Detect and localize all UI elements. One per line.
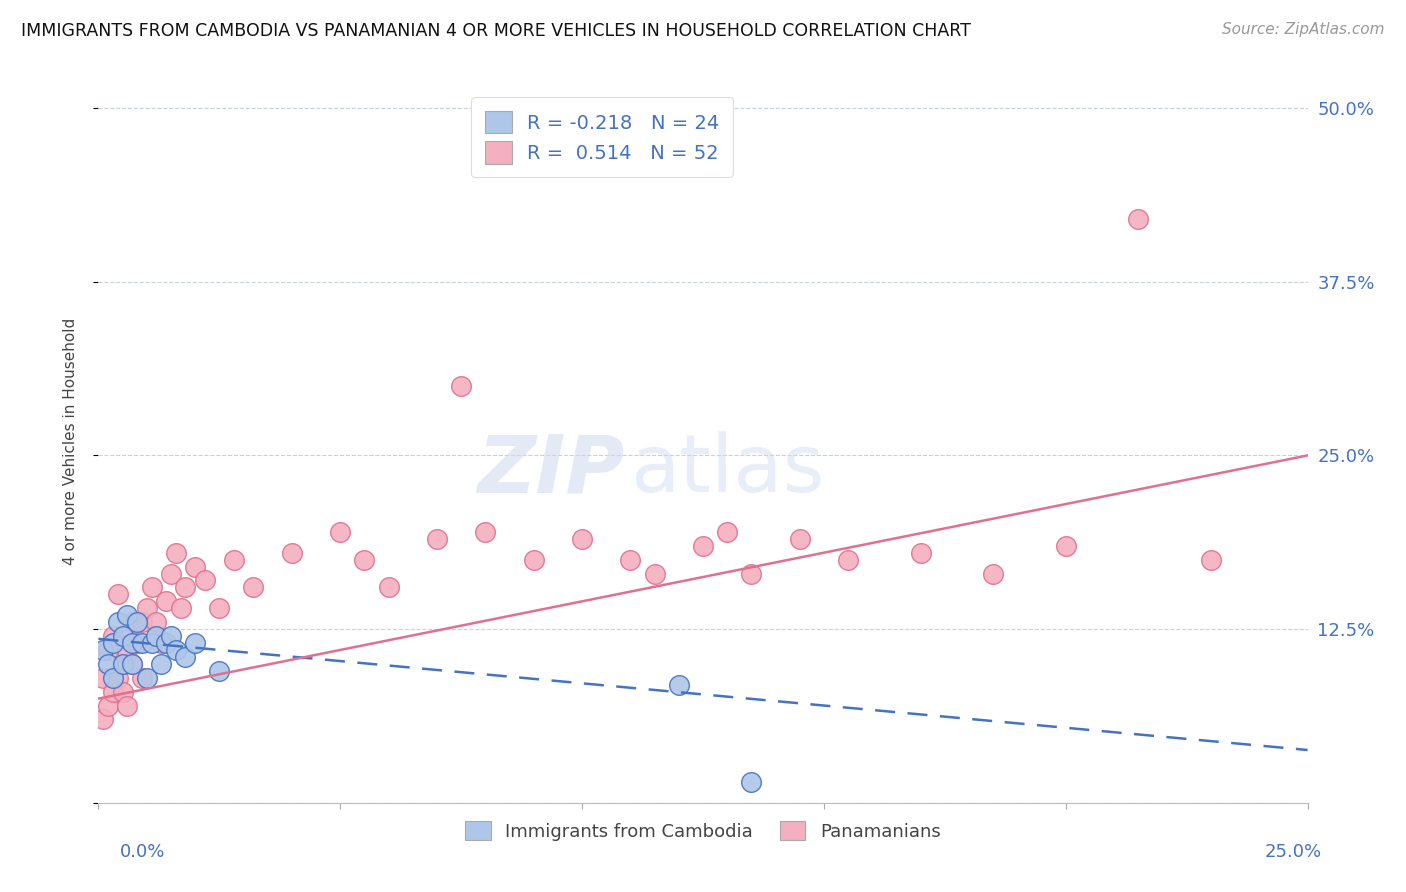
Point xyxy=(107,615,129,630)
Point xyxy=(91,713,114,727)
Text: 0.0%: 0.0% xyxy=(120,843,165,861)
Point xyxy=(135,601,157,615)
Text: atlas: atlas xyxy=(630,432,825,509)
Point xyxy=(281,546,304,560)
Point xyxy=(135,671,157,685)
Point xyxy=(208,601,231,615)
Point xyxy=(740,566,762,581)
Point xyxy=(141,581,163,595)
Point xyxy=(184,559,207,574)
Point xyxy=(242,581,264,595)
Point xyxy=(644,566,666,581)
Point xyxy=(716,524,738,539)
Point xyxy=(145,629,167,643)
Point xyxy=(111,657,134,671)
Point xyxy=(981,566,1004,581)
Point xyxy=(155,636,177,650)
Point xyxy=(111,684,134,698)
Point xyxy=(174,581,197,595)
Point xyxy=(910,546,932,560)
Point xyxy=(571,532,593,546)
Point xyxy=(121,615,143,630)
Point xyxy=(111,657,134,671)
Point xyxy=(174,649,197,664)
Point xyxy=(426,532,449,546)
Point xyxy=(740,775,762,789)
Point xyxy=(127,636,149,650)
Point xyxy=(668,678,690,692)
Point xyxy=(837,552,859,566)
Point xyxy=(131,671,153,685)
Point xyxy=(117,643,139,657)
Point xyxy=(97,643,120,657)
Point xyxy=(141,636,163,650)
Point xyxy=(619,552,641,566)
Text: ZIP: ZIP xyxy=(477,432,624,509)
Point xyxy=(150,657,173,671)
Point xyxy=(1128,212,1150,227)
Point xyxy=(523,552,546,566)
Point xyxy=(165,643,187,657)
Point xyxy=(155,594,177,608)
Point xyxy=(169,601,191,615)
Point xyxy=(1199,552,1222,566)
Point xyxy=(692,539,714,553)
Point xyxy=(474,524,496,539)
Point xyxy=(117,608,139,623)
Point xyxy=(377,581,399,595)
Point xyxy=(194,574,217,588)
Point xyxy=(127,615,149,630)
Point xyxy=(101,671,124,685)
Point xyxy=(165,546,187,560)
Point xyxy=(353,552,375,566)
Point xyxy=(450,379,472,393)
Point xyxy=(145,615,167,630)
Point xyxy=(789,532,811,546)
Point xyxy=(97,657,120,671)
Point xyxy=(329,524,352,539)
Point xyxy=(107,671,129,685)
Point xyxy=(111,629,134,643)
Point xyxy=(97,698,120,713)
Point xyxy=(91,671,114,685)
Point xyxy=(131,636,153,650)
Point xyxy=(1054,539,1077,553)
Point xyxy=(91,643,114,657)
Point xyxy=(222,552,245,566)
Text: 25.0%: 25.0% xyxy=(1264,843,1322,861)
Point xyxy=(101,629,124,643)
Text: Source: ZipAtlas.com: Source: ZipAtlas.com xyxy=(1222,22,1385,37)
Point xyxy=(121,636,143,650)
Point xyxy=(101,684,124,698)
Text: IMMIGRANTS FROM CAMBODIA VS PANAMANIAN 4 OR MORE VEHICLES IN HOUSEHOLD CORRELATI: IMMIGRANTS FROM CAMBODIA VS PANAMANIAN 4… xyxy=(21,22,972,40)
Point xyxy=(150,636,173,650)
Point xyxy=(117,698,139,713)
Point xyxy=(107,587,129,601)
Point xyxy=(121,657,143,671)
Point xyxy=(184,636,207,650)
Point xyxy=(131,615,153,630)
Point xyxy=(208,664,231,678)
Y-axis label: 4 or more Vehicles in Household: 4 or more Vehicles in Household xyxy=(63,318,77,566)
Point xyxy=(160,566,183,581)
Legend: Immigrants from Cambodia, Panamanians: Immigrants from Cambodia, Panamanians xyxy=(458,814,948,848)
Point xyxy=(160,629,183,643)
Point xyxy=(101,636,124,650)
Point xyxy=(121,657,143,671)
